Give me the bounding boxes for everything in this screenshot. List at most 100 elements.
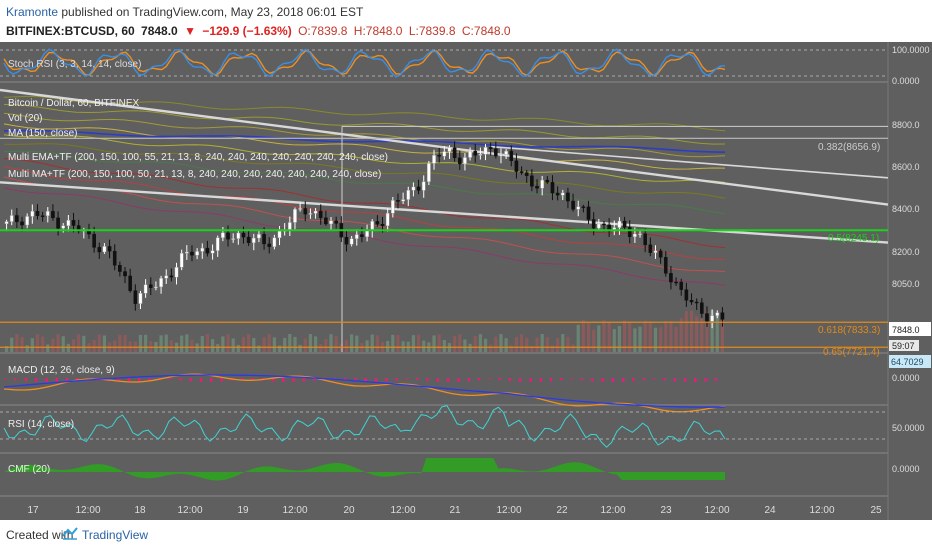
volume-bar [252,337,256,352]
volume-bar [705,311,709,352]
volume-bar [92,339,96,352]
volume-bar [684,311,688,352]
macd-hist-bar [148,378,151,381]
volume-bar [231,338,235,352]
macd-hist-bar [611,378,615,382]
ma-line [3,112,726,158]
candle-body [354,234,359,239]
macd-hist-bar [539,378,543,382]
candle-body [308,213,313,215]
candle-body [185,251,189,254]
symbol-name[interactable]: BITFINEX:BTCUSD, 60 [6,24,135,38]
candle-body [375,221,380,225]
author-link[interactable]: Kramonte [6,5,59,19]
volume-bar [138,334,143,352]
volume-bar [628,321,632,352]
volume-bar [118,334,122,352]
volume-bar [519,334,524,352]
candle-body [648,244,653,253]
vol-label: Vol (20) [8,113,42,124]
volume-bar [350,334,354,352]
candle-body [638,233,642,235]
candle-body [669,273,673,283]
time-tick: 20 [343,505,355,516]
candle-body [416,186,421,191]
volume-bar [185,334,189,352]
candle-body [653,250,658,253]
ma-line [3,104,726,145]
volume-bar [473,336,477,352]
time-tick: 17 [27,505,39,516]
volume-bar [710,310,714,352]
candle-body [427,163,431,182]
volume-bar [597,325,601,352]
candle-body [380,224,385,226]
candle-body [226,232,230,240]
candle-body [586,206,591,220]
rsi-label: RSI (14, close) [8,419,74,430]
macd-hist-bar [251,378,254,380]
macd-hist-bar [364,378,367,382]
volume-bar [355,335,359,352]
candle-body [478,154,483,156]
candle-body [674,281,678,284]
macd-hist-bar [426,378,429,381]
volume-bar [313,336,318,352]
volume-bar [144,334,148,352]
chart-area[interactable]: Stoch RSI (3, 3, 14, 14, close) 100.0000… [0,42,932,520]
candle-body [406,190,411,200]
volume-bar [659,327,663,352]
volume-bar [463,339,467,352]
candle-body [514,160,519,172]
candle-body [617,220,622,228]
chart-svg[interactable]: Stoch RSI (3, 3, 14, 14, close) 100.0000… [0,42,932,520]
ma-line [3,95,726,132]
candle-body [51,211,55,219]
macd-hist-bar [282,378,285,382]
volume-bar [622,320,627,352]
candle-body [602,223,606,226]
candle-body [61,225,66,229]
ma-line [3,176,726,272]
volume-bar [298,344,302,352]
volume-bar [633,328,637,352]
candle-body [251,237,256,244]
time-tick: 12:00 [75,505,100,516]
candle-body [643,233,647,246]
candle-body [349,238,354,245]
candle-body [190,251,194,256]
ohlc-high: H:7848.0 [353,24,403,38]
candle-body [9,215,14,222]
macd-hist-bar [199,378,203,382]
macd-hist-bar [4,378,7,379]
candle-body [334,220,338,224]
volume-bar [638,326,642,352]
ema-label: Multi EMA+TF (200, 150, 100, 55, 21, 13,… [8,152,388,163]
volume-bar [514,337,519,352]
volume-bar [499,334,503,352]
volume-bar [30,338,34,352]
volume-bar [97,334,101,352]
candle-body [370,221,375,231]
volume-bar [566,336,570,352]
tradingview-link[interactable]: TradingView [82,528,149,542]
time-tick: 19 [237,505,249,516]
candle-body [344,236,349,245]
time-tick: 12:00 [282,505,307,516]
price-pane: Bitcoin / Dollar, 60, BITFINEX Vol (20) … [0,88,931,358]
macd-hist-bar [416,378,419,380]
candle-body [504,150,508,155]
countdown-text: 59:07 [892,341,915,351]
candle-body [4,221,9,225]
macd-hist-bar [457,378,460,382]
macd-hist-bar [704,378,707,382]
price-tick-8050: 8050.0 [892,279,920,289]
volume-bar [540,334,544,352]
volume-bar [416,334,421,352]
candle-body [509,150,514,161]
candle-body [499,154,503,157]
volume-bar [581,320,585,352]
volume-bar [375,335,379,352]
macd-hist-bar [343,378,347,381]
price-tick-8600: 8600.0 [892,162,920,172]
